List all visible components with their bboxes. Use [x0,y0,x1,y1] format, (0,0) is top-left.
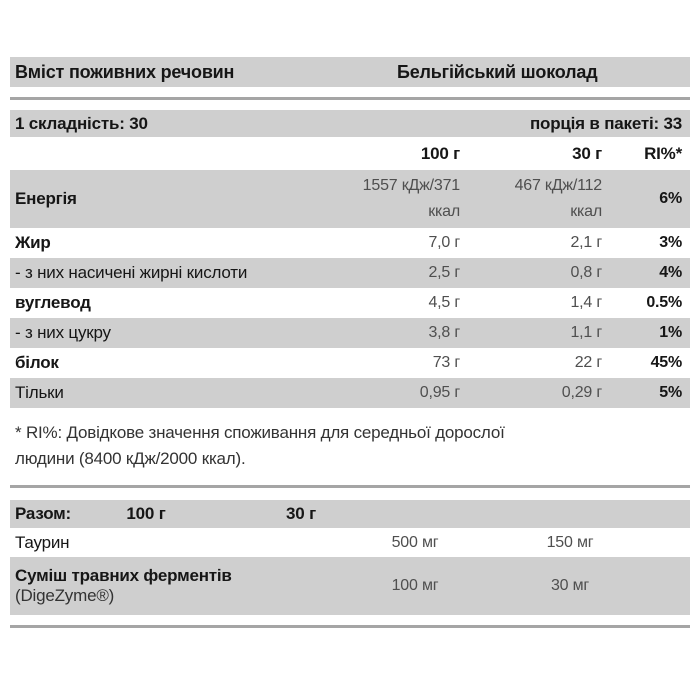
supplement-label: Таурин [15,532,70,552]
nutrient-row-sugars: - з них цукру 3,8 г 1,1 г 1% [10,318,690,348]
table-title: Вміст поживних речовин [15,61,235,82]
nutrient-ri-percent: 5% [659,384,682,401]
nutrient-row-salt: Тільки 0,95 г 0,29 г 5% [10,378,690,408]
supplement-header-row: Разом: 100 г 30 г [10,500,690,528]
nutrient-row-protein: білок 73 г 22 г 45% [10,348,690,378]
nutrition-label: Вміст поживних речовин Бельгійський шоко… [10,0,690,628]
nutrient-label: Жир [15,233,51,252]
nutrient-value-30g: 1,1 г [570,324,602,341]
column-header-row: 100 г 30 г RI%* [10,137,690,170]
nutrient-row-energy: Енергія 1557 кДж/371 ккал 467 кДж/112 кк… [10,170,690,228]
nutrient-value-100g: 1557 кДж/371 ккал [362,176,461,220]
divider-line [10,97,690,100]
title-row: Вміст поживних речовин Бельгійський шоко… [10,57,690,87]
nutrient-value-30g: 22 г [574,354,602,371]
flavor-name: Бельгійський шоколад [397,61,598,82]
supplement-value-30g: 150 мг [546,533,594,551]
nutrient-label: білок [15,353,59,372]
serving-size: 1 складність: 30 [15,113,148,133]
divider-line [10,625,690,628]
servings-per-pack: порція в пакеті: 33 [529,113,682,133]
supplement-label-name: Суміш травних ферментів [15,566,232,585]
nutrient-value-100g: 3,8 г [428,324,460,341]
supplement-value-30g: 30 мг [550,577,590,594]
nutrient-label: Тільки [15,383,64,402]
supplement-label: Суміш травних ферментів (DigeZyme®) [15,566,340,606]
nutrient-value-30g: 467 кДж/112 ккал [514,176,603,220]
nutrient-row-carbohydrate: вуглевод 4,5 г 1,4 г 0.5% [10,288,690,318]
supplement-label-note: (DigeZyme®) [15,586,115,605]
nutrient-label: Енергія [15,189,77,208]
supplement-value-100g: 500 мг [391,533,439,551]
nutrient-ri-percent: 1% [659,324,682,341]
nutrient-ri-percent: 3% [659,234,682,251]
supplement-row-enzyme-blend: Суміш травних ферментів (DigeZyme®) 100 … [10,557,690,615]
supplement-column-100g: 100 г [126,504,166,523]
nutrient-ri-percent: 6% [659,190,682,207]
supplement-value-100g: 100 мг [391,577,439,594]
serving-row: 1 складність: 30 порція в пакеті: 33 [10,110,690,137]
supplement-header-label: Разом: [15,504,72,523]
nutrient-ri-percent: 0.5% [646,294,682,311]
nutrient-label: вуглевод [15,293,91,312]
divider-line [10,485,690,488]
nutrient-value-30g: 0,8 г [570,264,602,281]
nutrient-value-100g: 7,0 г [428,234,460,251]
nutrient-value-100g: 2,5 г [428,264,460,281]
nutrient-value-100g: 73 г [432,354,460,371]
supplement-column-30g: 30 г [286,504,316,523]
column-header-ri: RI%* [644,143,682,163]
nutrient-value-30g: 0,29 г [561,384,602,401]
nutrient-value-100g: 0,95 г [419,384,460,401]
nutrient-ri-percent: 4% [659,264,682,281]
nutrient-value-30g: 1,4 г [570,294,602,311]
nutrient-label: - з них цукру [15,323,111,342]
nutrient-value-30g: 2,1 г [570,234,602,251]
nutrient-row-fat: Жир 7,0 г 2,1 г 3% [10,228,690,258]
column-header-30g: 30 г [572,143,602,163]
ri-footnote: * RI%: Довідкове значення споживання для… [15,423,505,468]
nutrient-row-saturated-fat: - з них насичені жирні кислоти 2,5 г 0,8… [10,258,690,288]
nutrient-value-100g: 4,5 г [428,294,460,311]
column-header-100g: 100 г [420,143,460,163]
nutrient-label: - з них насичені жирні кислоти [15,263,248,282]
nutrient-ri-percent: 45% [650,354,683,371]
supplement-row-taurine: Таурин 500 мг 150 мг [10,528,690,557]
